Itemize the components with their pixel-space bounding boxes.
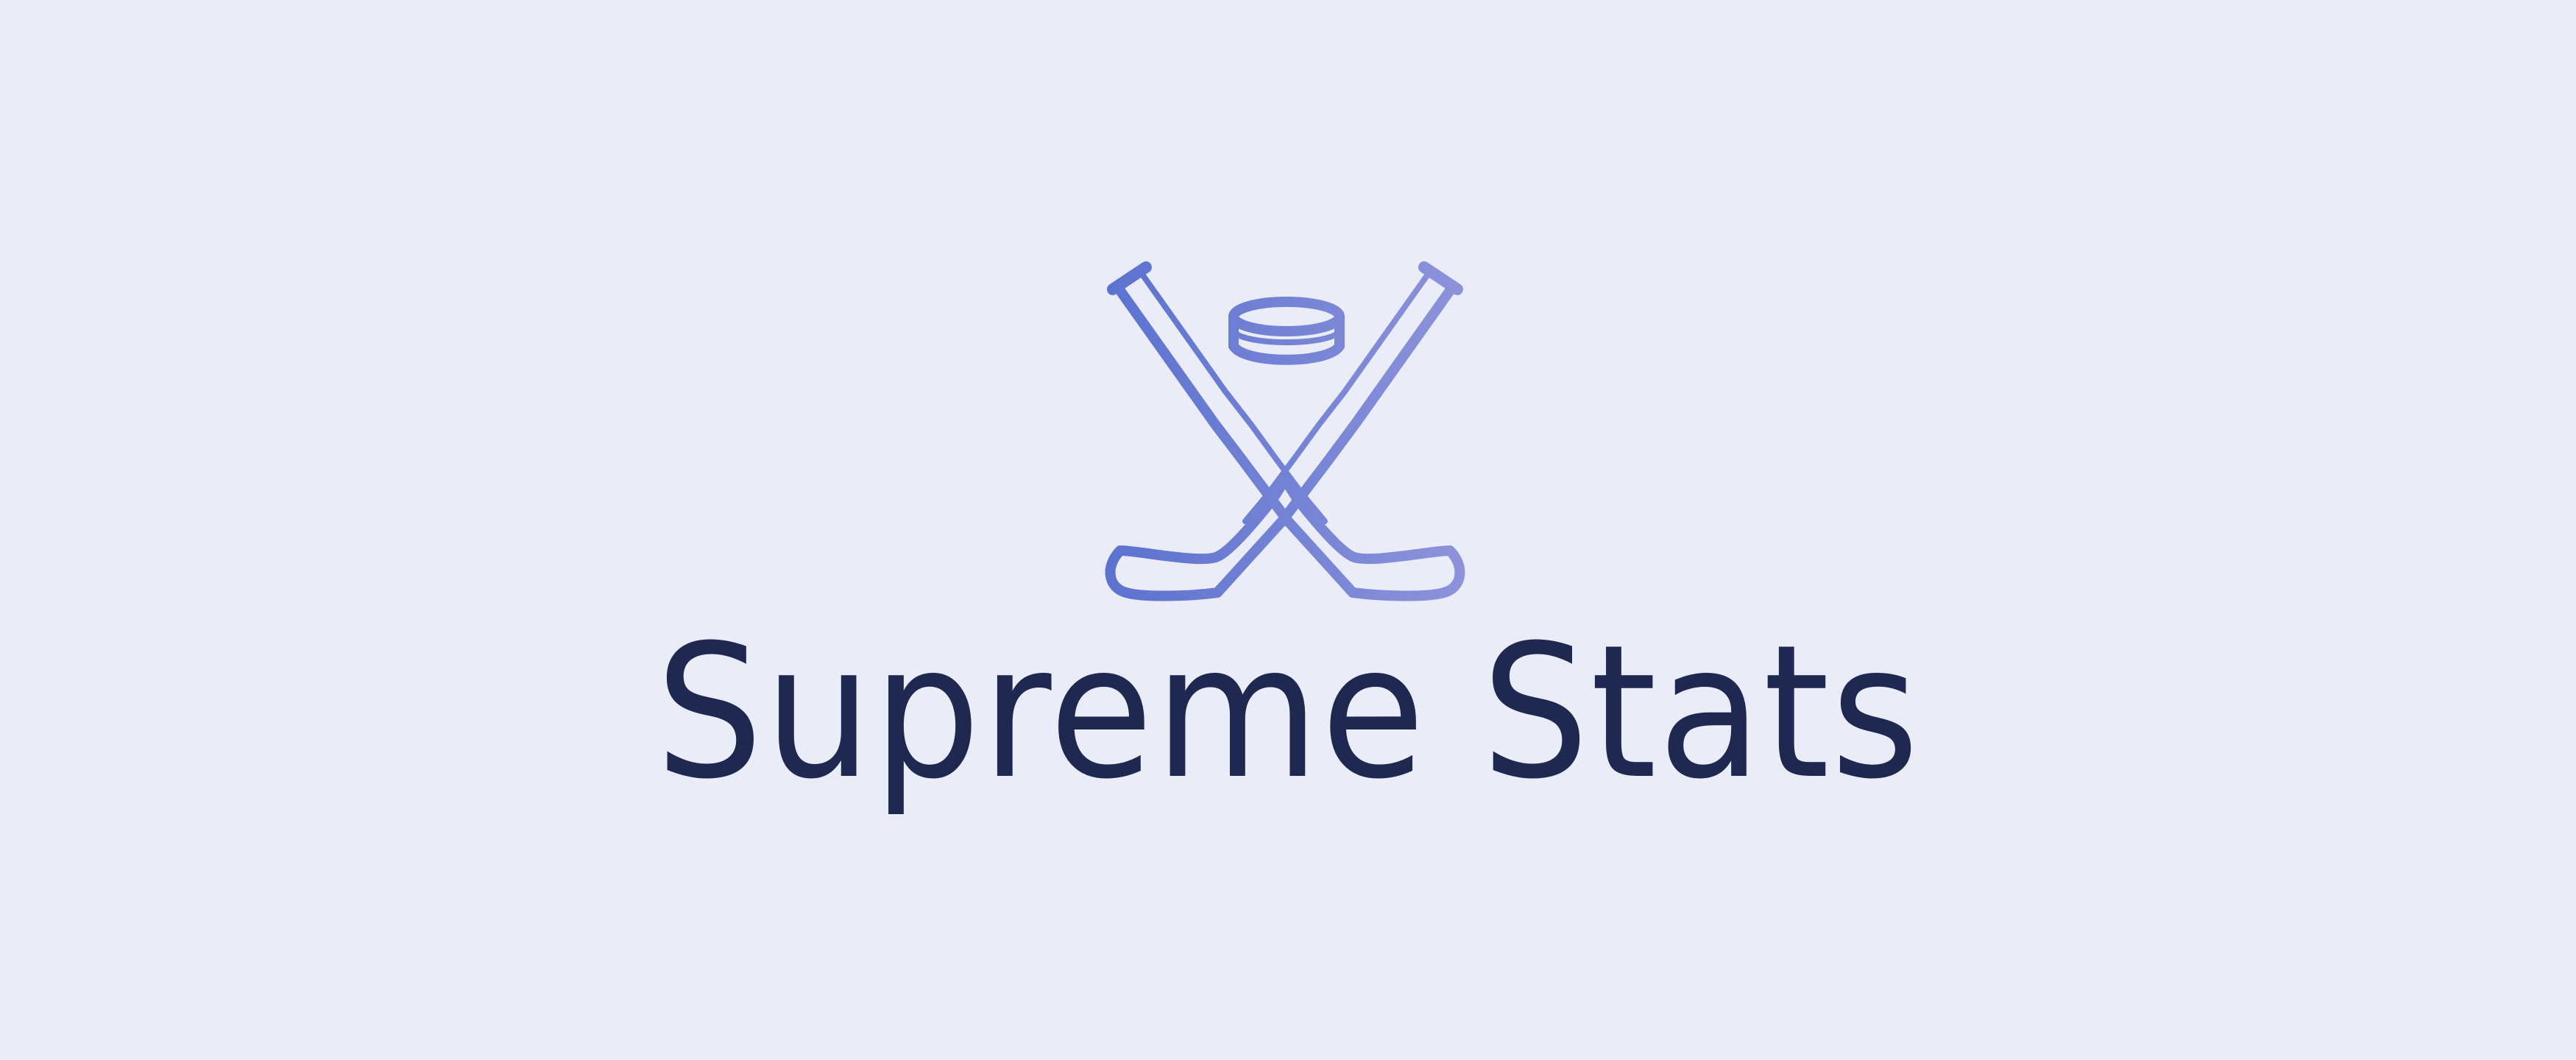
crossed-hockey-sticks-and-puck-icon xyxy=(1105,261,1465,601)
right-hockey-stick xyxy=(1105,261,1463,601)
left-hockey-stick xyxy=(1107,261,1465,601)
hockey-logo xyxy=(1097,258,1472,604)
brand-wordmark: Supreme Stats xyxy=(655,605,1921,819)
hockey-puck xyxy=(1228,297,1345,365)
